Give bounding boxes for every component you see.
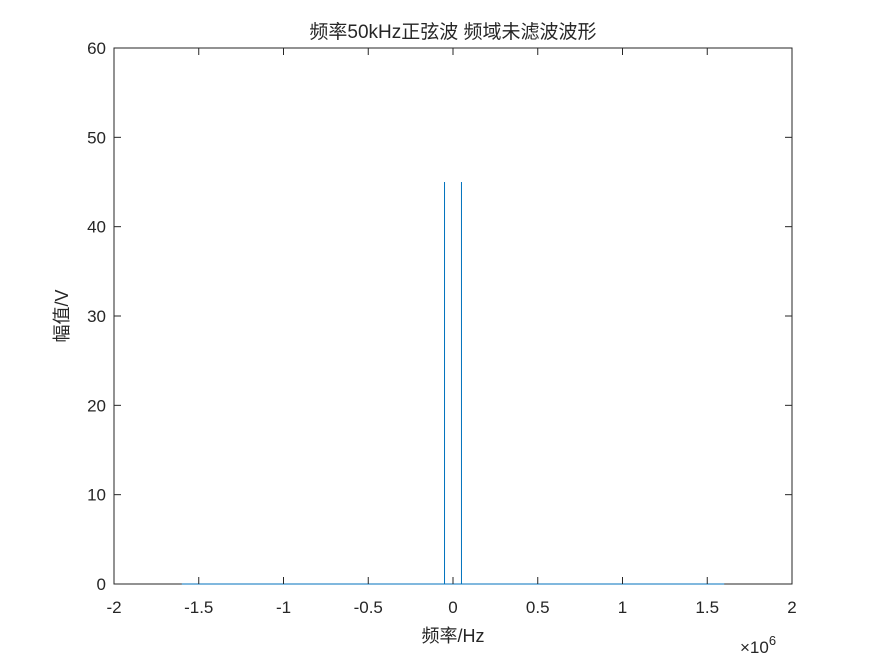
y-tick-label: 10 (87, 486, 106, 505)
x-tick-label: -0.5 (354, 598, 383, 617)
x-axis-exponent-power: 6 (769, 633, 776, 648)
x-tick-label: 1.5 (695, 598, 719, 617)
chart-title: 频率50kHz正弦波 频域未滤波波形 (309, 21, 596, 43)
x-tick-label: -2 (106, 598, 121, 617)
x-tick-label: -1.5 (184, 598, 213, 617)
plot-area (113, 47, 793, 585)
y-tick-label: 30 (87, 307, 106, 326)
y-axis: 0 10 20 30 40 50 60 (87, 39, 792, 594)
x-axis: -2 -1.5 -1 -0.5 0 0.5 1 1.5 2 (106, 48, 797, 617)
x-tick-label: -1 (276, 598, 291, 617)
y-axis-label: 幅值/V (52, 289, 72, 342)
y-tick-label: 50 (87, 128, 106, 147)
x-tick-label: 2 (787, 598, 796, 617)
y-tick-label: 60 (87, 39, 106, 58)
x-tick-label: 0.5 (526, 598, 550, 617)
x-axis-label: 频率/Hz (422, 626, 485, 646)
x-tick-label: 0 (448, 598, 457, 617)
y-tick-label: 40 (87, 218, 106, 237)
x-tick-label: 1 (618, 598, 627, 617)
x-axis-exponent: ×106 (740, 633, 776, 656)
x-axis-exponent-base: ×10 (740, 638, 769, 656)
axes-box (113, 47, 793, 585)
y-tick-label: 0 (97, 575, 106, 594)
y-tick-label: 20 (87, 396, 106, 415)
